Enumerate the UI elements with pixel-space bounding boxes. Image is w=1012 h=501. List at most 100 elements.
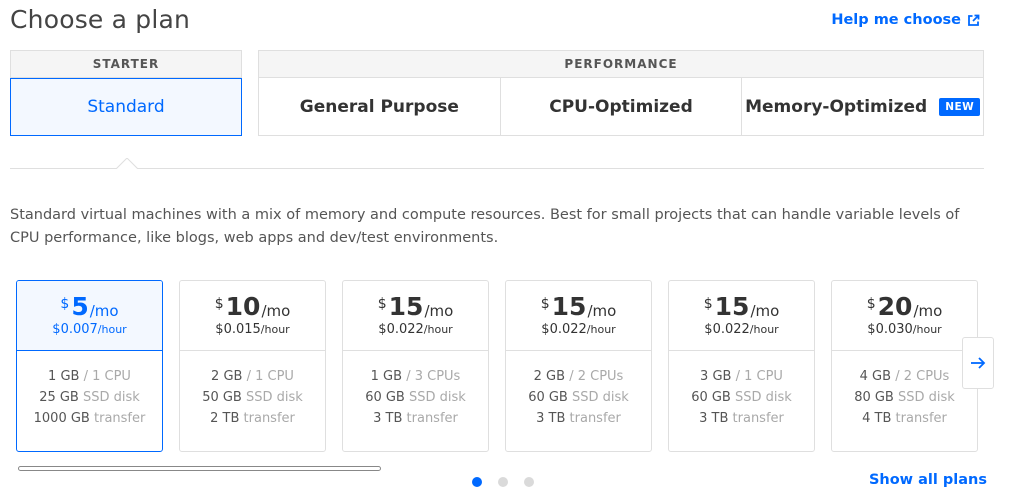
tab-memory-optimized[interactable]: Memory-Optimized NEW (742, 78, 984, 135)
spec-memory-cpu: 4 GB / 2 CPUs (832, 366, 977, 387)
hourly-price: $0.022/hour (506, 322, 651, 337)
help-me-choose-link[interactable]: Help me choose (831, 12, 980, 28)
currency-symbol: $ (214, 296, 224, 312)
currency-symbol: $ (540, 296, 550, 312)
spec-disk-label: SSD disk (246, 390, 303, 405)
spec-memory-cpu: 3 GB / 1 CPU (669, 366, 814, 387)
spec-disk-row: 80 GB SSD disk (832, 387, 977, 408)
show-all-plans-link[interactable]: Show all plans (868, 472, 987, 488)
tab-memory-optimized-label: Memory-Optimized (745, 96, 928, 117)
hourly-price: $0.007/hour (17, 322, 162, 337)
price-period: /mo (913, 302, 943, 320)
plan-price-header: $15/mo $0.022/hour (343, 281, 488, 351)
spec-disk: 25 GB (39, 390, 79, 405)
next-plans-button[interactable] (962, 337, 994, 389)
hourly-price: $0.030/hour (832, 322, 977, 337)
spec-transfer-label: transfer (569, 411, 621, 426)
hourly-amount: $0.015 (215, 322, 261, 337)
spec-memory-cpu: 1 GB / 3 CPUs (343, 366, 488, 387)
pagination-dot[interactable] (498, 477, 508, 487)
spec-disk-row: 60 GB SSD disk (506, 387, 651, 408)
plan-card[interactable]: $15/mo $0.022/hour 1 GB / 3 CPUs 60 GB SSD … (342, 280, 489, 452)
plan-specs: 1 GB / 1 CPU 25 GB SSD disk 1000 GB transf… (17, 351, 162, 429)
plan-specs: 3 GB / 1 CPU 60 GB SSD disk 3 TB transfer (669, 351, 814, 429)
hourly-price: $0.022/hour (343, 322, 488, 337)
spec-disk-label: SSD disk (83, 390, 140, 405)
plan-card[interactable]: $10/mo $0.015/hour 2 GB / 1 CPU 50 GB SSD d… (179, 280, 326, 452)
spec-disk-label: SSD disk (898, 390, 955, 405)
pagination-dot[interactable] (524, 477, 534, 487)
monthly-price: $15/mo (506, 293, 651, 321)
selected-tab-pointer (116, 158, 138, 170)
help-link-label: Help me choose (831, 12, 961, 28)
spec-disk: 80 GB (854, 390, 894, 405)
arrow-right-icon (970, 354, 986, 373)
spec-cpu: / 2 CPUs (895, 369, 950, 384)
carousel-pagination (472, 477, 534, 487)
spec-transfer-row: 3 TB transfer (343, 408, 488, 429)
currency-symbol: $ (377, 296, 387, 312)
new-badge: NEW (939, 97, 981, 116)
plan-price-header: $10/mo $0.015/hour (180, 281, 325, 351)
spec-cpu: / 1 CPU (246, 369, 294, 384)
spec-disk: 60 GB (691, 390, 731, 405)
spec-transfer: 3 TB (536, 411, 566, 426)
pagination-dot[interactable] (472, 477, 482, 487)
spec-memory: 4 GB (859, 369, 892, 384)
price-amount: 5 (71, 292, 89, 321)
hourly-unit: /hour (912, 323, 942, 336)
hourly-amount: $0.022 (541, 322, 587, 337)
price-period: /mo (424, 302, 454, 320)
hourly-unit: /hour (586, 323, 616, 336)
hourly-price: $0.015/hour (180, 322, 325, 337)
hourly-unit: /hour (423, 323, 453, 336)
monthly-price: $20/mo (832, 293, 977, 321)
hourly-amount: $0.007 (52, 322, 98, 337)
monthly-price: $10/mo (180, 293, 325, 321)
spec-memory-cpu: 1 GB / 1 CPU (17, 366, 162, 387)
spec-disk: 60 GB (528, 390, 568, 405)
plan-description: Standard virtual machines with a mix of … (10, 207, 960, 246)
performance-category: PERFORMANCE General Purpose CPU-Optimize… (258, 50, 984, 136)
spec-transfer: 4 TB (862, 411, 892, 426)
monthly-price: $5/mo (17, 293, 162, 321)
spec-memory-cpu: 2 GB / 1 CPU (180, 366, 325, 387)
price-period: /mo (89, 302, 119, 320)
external-link-icon (967, 14, 980, 27)
price-amount: 15 (388, 292, 424, 321)
section-divider (10, 168, 984, 169)
spec-transfer: 2 TB (210, 411, 240, 426)
spec-transfer-label: transfer (732, 411, 784, 426)
plan-specs: 2 GB / 1 CPU 50 GB SSD disk 2 TB transfer (180, 351, 325, 429)
plan-card[interactable]: $20/mo $0.030/hour 4 GB / 2 CPUs 80 GB SSD … (831, 280, 978, 452)
plan-card[interactable]: $15/mo $0.022/hour 3 GB / 1 CPU 60 GB SSD d… (668, 280, 815, 452)
spec-transfer: 3 TB (699, 411, 729, 426)
spec-disk-row: 60 GB SSD disk (669, 387, 814, 408)
monthly-price: $15/mo (669, 293, 814, 321)
plan-card[interactable]: $15/mo $0.022/hour 2 GB / 2 CPUs 60 GB SSD … (505, 280, 652, 452)
spec-disk: 50 GB (202, 390, 242, 405)
horizontal-scrollbar[interactable] (18, 466, 381, 471)
spec-memory-cpu: 2 GB / 2 CPUs (506, 366, 651, 387)
price-amount: 20 (877, 292, 913, 321)
spec-disk-label: SSD disk (572, 390, 629, 405)
plan-price-header: $20/mo $0.030/hour (832, 281, 977, 351)
monthly-price: $15/mo (343, 293, 488, 321)
price-amount: 10 (225, 292, 261, 321)
tab-general-purpose[interactable]: General Purpose (259, 78, 501, 135)
spec-transfer-label: transfer (895, 411, 947, 426)
tab-standard[interactable]: Standard (10, 78, 242, 136)
spec-transfer-row: 3 TB transfer (669, 408, 814, 429)
tab-cpu-optimized[interactable]: CPU-Optimized (500, 78, 743, 135)
plan-price-header: $15/mo $0.022/hour (506, 281, 651, 351)
performance-label: PERFORMANCE (259, 51, 983, 78)
hourly-amount: $0.022 (704, 322, 750, 337)
spec-disk-row: 60 GB SSD disk (343, 387, 488, 408)
hourly-amount: $0.022 (378, 322, 424, 337)
plan-card[interactable]: $5/mo $0.007/hour 1 GB / 1 CPU 25 GB SSD di… (16, 280, 163, 452)
spec-cpu: / 3 CPUs (406, 369, 461, 384)
spec-transfer: 3 TB (373, 411, 403, 426)
starter-category: STARTER Standard (10, 50, 242, 136)
currency-symbol: $ (703, 296, 713, 312)
hourly-unit: /hour (97, 323, 127, 336)
